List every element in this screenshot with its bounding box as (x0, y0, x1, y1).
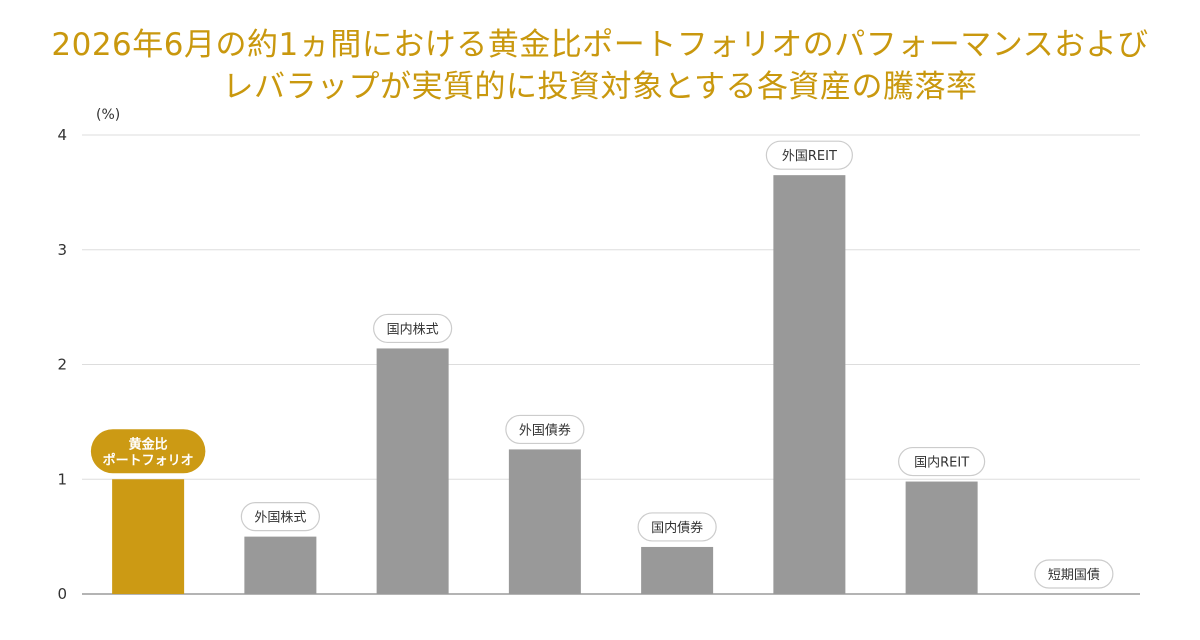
bar (244, 536, 317, 594)
chart-title-line-2: レバラップが実質的に投資対象とする各資産の騰落率 (222, 69, 978, 105)
bar-label-pill (240, 502, 320, 532)
bar (905, 481, 978, 594)
bar-label-pill (90, 429, 206, 474)
y-tick-label: 1 (57, 470, 67, 488)
bar-label-pill (898, 446, 986, 477)
bar-label: 短期国債 (1048, 568, 1100, 583)
bar-label-pill (765, 140, 853, 170)
y-tick-label: 2 (57, 356, 67, 374)
bar-label: 黄金比 (129, 436, 168, 452)
bar (508, 449, 581, 594)
bar-label: 外国株式 (254, 511, 306, 526)
bar-label: ポートフォリオ (103, 452, 194, 468)
bar-label: 国内REIT (914, 455, 969, 471)
bar-label-pill (505, 414, 585, 445)
y-tick-label: 4 (57, 126, 67, 144)
y-axis-unit: (%) (96, 107, 120, 123)
bar-label: 国内株式 (387, 321, 439, 337)
bar-label-pill (1034, 559, 1114, 589)
bar (112, 479, 185, 594)
bar (641, 546, 714, 594)
chart-title-line-1: 2026年6月の約1ヵ間における黄金比ポートフォリオのパフォーマンスおよび (51, 27, 1149, 63)
y-tick-label: 0 (57, 585, 67, 603)
bar (376, 348, 449, 594)
bar-label: 外国REIT (782, 149, 837, 164)
bar-label-pill (373, 313, 453, 344)
y-tick-label: 3 (57, 241, 67, 259)
bar-label: 外国債券 (519, 422, 571, 438)
bar-label: 国内債券 (651, 520, 703, 536)
bar-label-pill (637, 512, 717, 542)
bar (773, 175, 846, 594)
chart-title: 2026年6月の約1ヵ間における黄金比ポートフォリオのパフォーマンスおよび レバ… (0, 24, 1200, 108)
